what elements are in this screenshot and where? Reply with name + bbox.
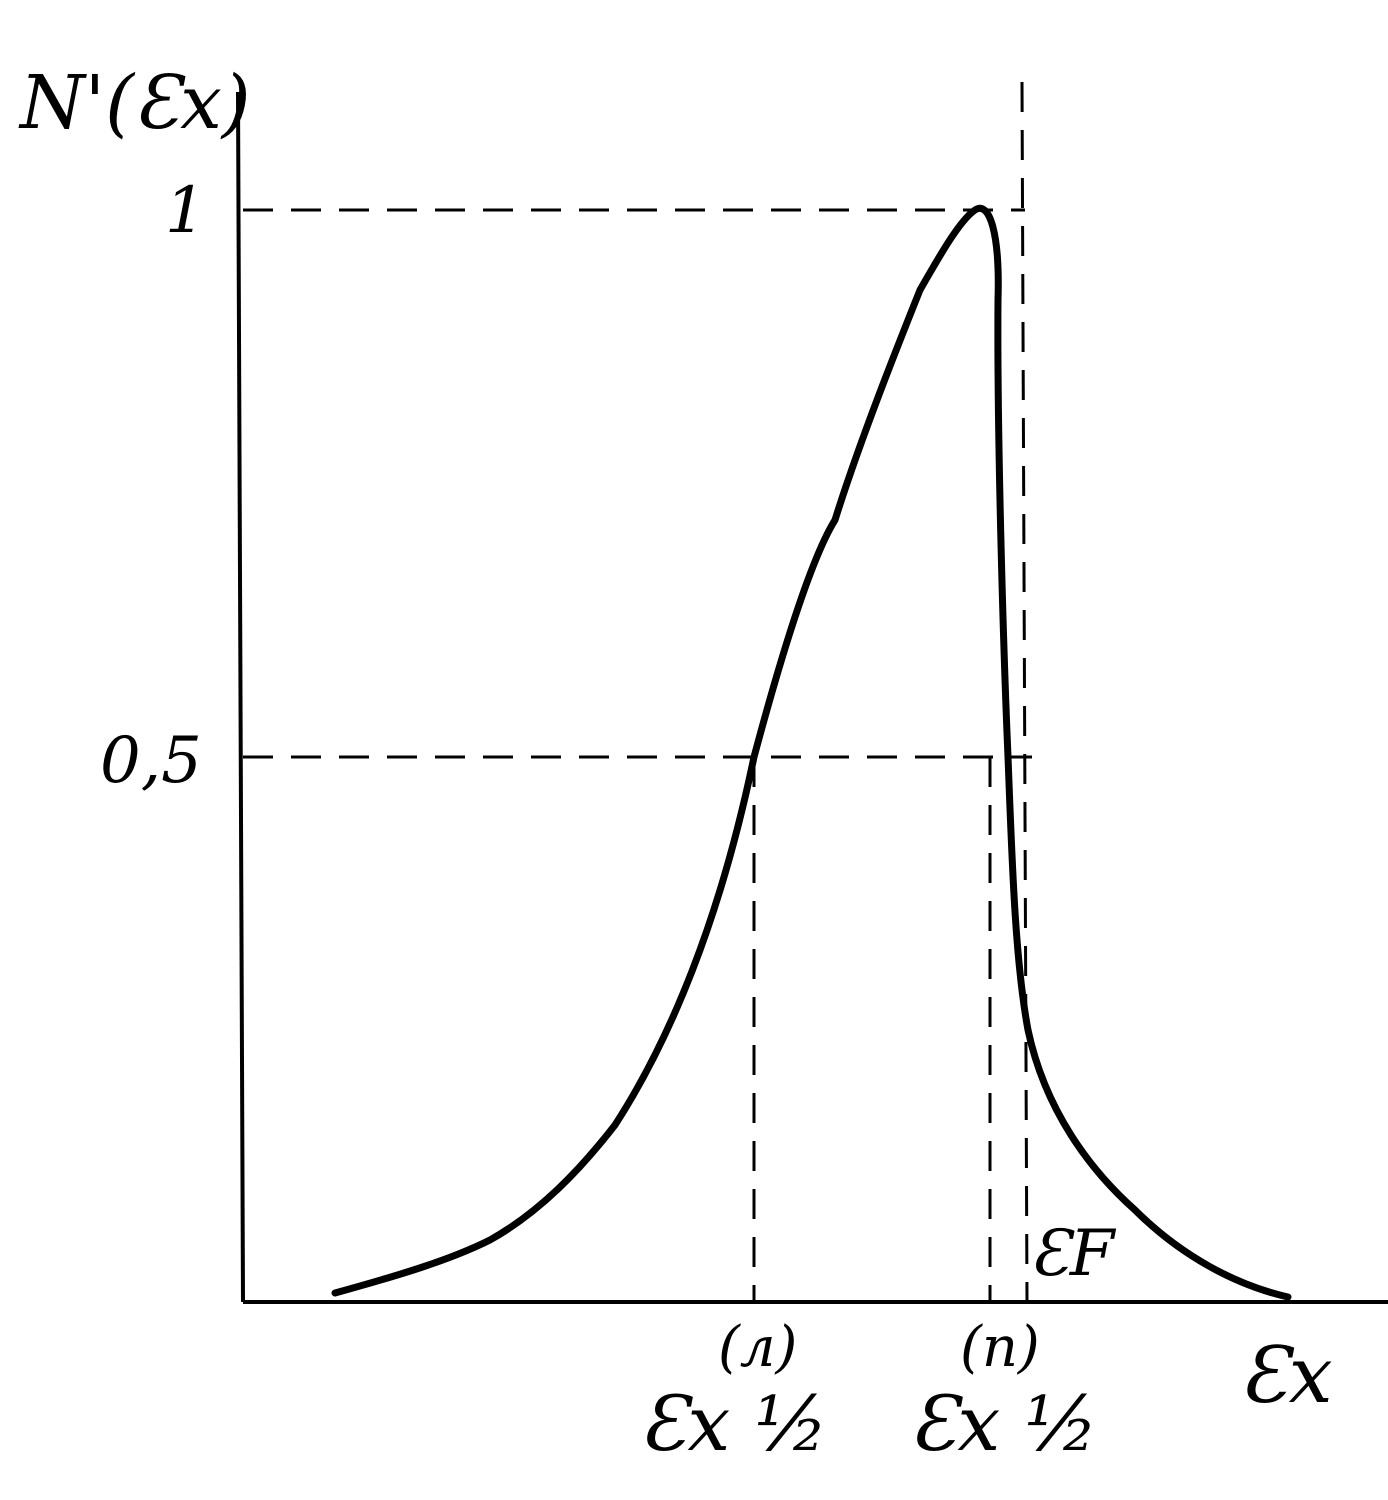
distribution-curve [331, 204, 1292, 1301]
left-marker-label: Ɛx ½ [640, 1379, 828, 1468]
fermi-level-label: ƐF [1030, 1217, 1117, 1291]
right-marker-label: Ɛx ½ [910, 1379, 1098, 1468]
left-marker-tag: (л) [718, 1315, 797, 1380]
y-tick-label-half: 0,5 [100, 724, 202, 798]
y-axis [236, 91, 245, 1303]
x-axis-label: Ɛx [1240, 1331, 1333, 1421]
y-tick-label-1: 1 [165, 174, 206, 248]
fermi-dashed-line [1020, 81, 1029, 1303]
right-marker-tag: (п) [960, 1315, 1040, 1380]
y-axis-label: N'(Ɛx) [18, 60, 251, 146]
